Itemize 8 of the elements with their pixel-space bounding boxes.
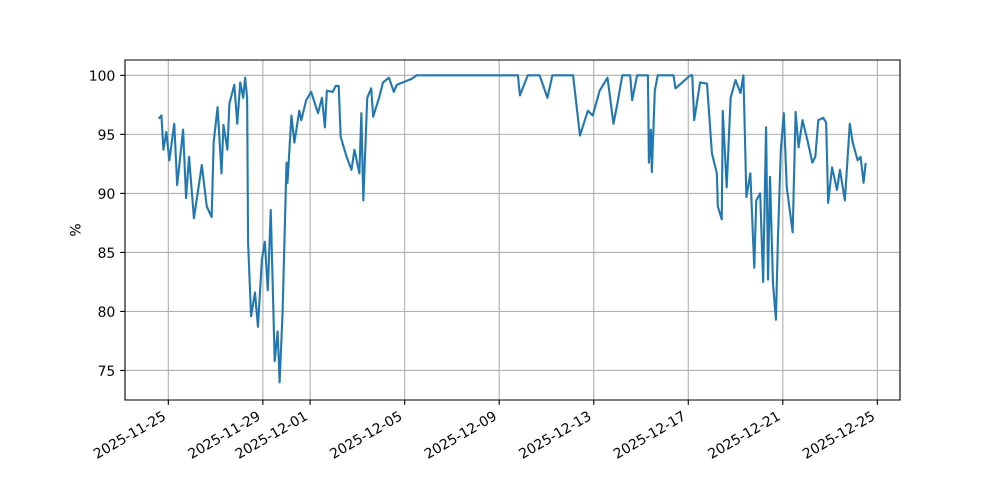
y-axis-title: % [70,224,81,236]
line-series [158,74,867,384]
y-tick-label: 100 [90,70,114,81]
y-tick-label: 95 [98,129,114,140]
y-tick-label: 75 [98,366,114,376]
y-tick-label: 80 [98,306,114,317]
y-tick-label: 85 [98,247,114,258]
y-tick-label: 90 [98,188,114,199]
